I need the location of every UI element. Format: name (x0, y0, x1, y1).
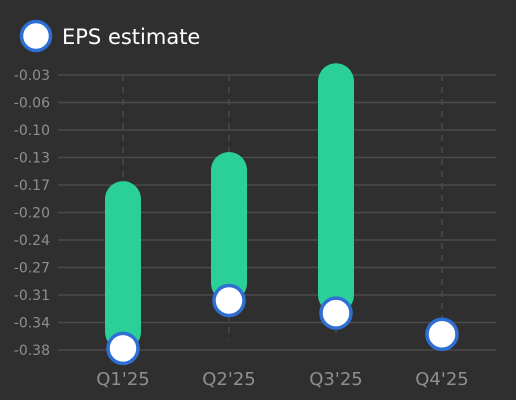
legend-marker-icon (19, 19, 53, 53)
eps-estimate-marker[interactable] (425, 317, 459, 352)
eps-estimate-marker[interactable] (319, 296, 353, 330)
y-tick-label: -0.10 (14, 123, 50, 139)
range-bar[interactable] (105, 181, 141, 350)
y-tick-label: -0.03 (14, 68, 50, 84)
x-tick-label: Q2'25 (202, 369, 255, 390)
y-tick-label: -0.06 (14, 96, 50, 112)
y-tick-label: -0.13 (14, 151, 50, 167)
range-bar[interactable] (211, 152, 247, 302)
legend-label: EPS estimate (62, 25, 200, 49)
legend[interactable]: EPS estimate (19, 19, 201, 53)
y-tick-label: -0.31 (14, 288, 50, 304)
y-tick-label: -0.17 (14, 178, 50, 194)
y-tick-label: -0.38 (14, 343, 50, 359)
x-tick-label: Q4'25 (415, 369, 468, 390)
x-axis-ticks: Q1'25 Q2'25 Q3'25 Q4'25 (96, 369, 468, 390)
y-tick-label: -0.24 (14, 233, 50, 249)
bar-layer (105, 63, 354, 350)
y-tick-label: -0.20 (14, 206, 50, 222)
range-bar[interactable] (318, 63, 354, 314)
x-tick-label: Q3'25 (309, 369, 362, 390)
y-tick-label: -0.27 (14, 261, 50, 277)
eps-estimate-marker[interactable] (212, 283, 246, 318)
x-tick-label: Q1'25 (96, 369, 149, 390)
y-tick-label: -0.34 (14, 316, 50, 332)
eps-estimate-marker[interactable] (106, 331, 140, 366)
marker-layer (106, 283, 459, 366)
y-axis-ticks: -0.03 -0.06 -0.10 -0.13 -0.17 -0.20 -0.24 -0.27… (14, 68, 50, 359)
